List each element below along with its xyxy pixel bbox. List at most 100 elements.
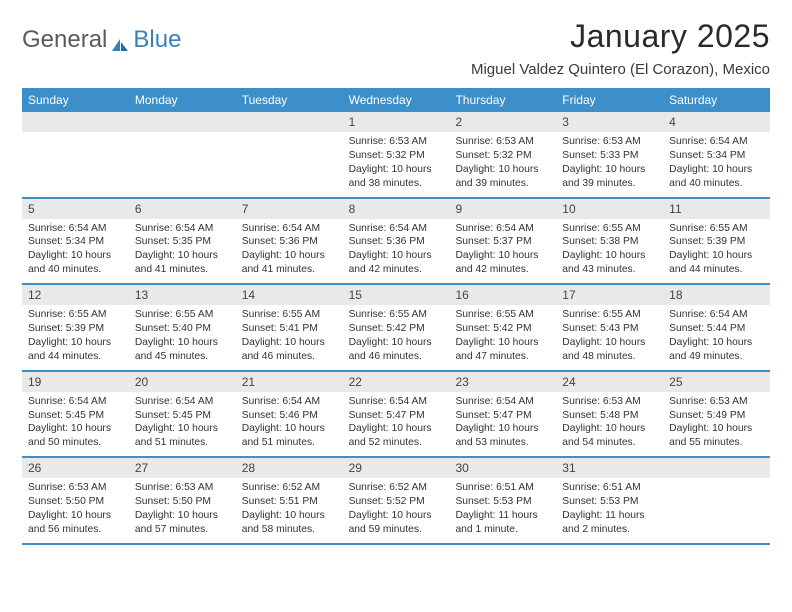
day-details: Sunrise: 6:54 AMSunset: 5:34 PMDaylight:… bbox=[22, 219, 129, 278]
sunrise-line: Sunrise: 6:54 AM bbox=[455, 395, 550, 409]
weekday-header-cell: Wednesday bbox=[343, 88, 450, 112]
day-details: Sunrise: 6:54 AMSunset: 5:36 PMDaylight:… bbox=[236, 219, 343, 278]
daylight-line: Daylight: 10 hours and 51 minutes. bbox=[135, 422, 230, 450]
sunset-line: Sunset: 5:47 PM bbox=[455, 409, 550, 423]
sunset-line: Sunset: 5:51 PM bbox=[242, 495, 337, 509]
sunrise-line: Sunrise: 6:54 AM bbox=[349, 395, 444, 409]
brand-part1: General bbox=[22, 26, 107, 54]
day-cell: 9Sunrise: 6:54 AMSunset: 5:37 PMDaylight… bbox=[449, 199, 556, 286]
day-cell: 2Sunrise: 6:53 AMSunset: 5:32 PMDaylight… bbox=[449, 112, 556, 199]
daylight-line: Daylight: 10 hours and 41 minutes. bbox=[242, 249, 337, 277]
daylight-line: Daylight: 10 hours and 45 minutes. bbox=[135, 336, 230, 364]
day-number: 19 bbox=[22, 372, 129, 392]
day-details: Sunrise: 6:54 AMSunset: 5:45 PMDaylight:… bbox=[129, 392, 236, 451]
day-cell: 5Sunrise: 6:54 AMSunset: 5:34 PMDaylight… bbox=[22, 199, 129, 286]
day-cell: 29Sunrise: 6:52 AMSunset: 5:52 PMDayligh… bbox=[343, 458, 450, 545]
daylight-line: Daylight: 10 hours and 48 minutes. bbox=[562, 336, 657, 364]
day-number bbox=[663, 458, 770, 478]
day-details: Sunrise: 6:54 AMSunset: 5:37 PMDaylight:… bbox=[449, 219, 556, 278]
sunset-line: Sunset: 5:41 PM bbox=[242, 322, 337, 336]
sunrise-line: Sunrise: 6:55 AM bbox=[669, 222, 764, 236]
day-cell: 6Sunrise: 6:54 AMSunset: 5:35 PMDaylight… bbox=[129, 199, 236, 286]
day-cell-empty bbox=[129, 112, 236, 199]
header: GeneralBlue January 2025 Miguel Valdez Q… bbox=[22, 18, 770, 86]
day-details: Sunrise: 6:52 AMSunset: 5:52 PMDaylight:… bbox=[343, 478, 450, 537]
sunrise-line: Sunrise: 6:54 AM bbox=[28, 222, 123, 236]
weekday-header-cell: Sunday bbox=[22, 88, 129, 112]
day-details: Sunrise: 6:53 AMSunset: 5:50 PMDaylight:… bbox=[129, 478, 236, 537]
sunset-line: Sunset: 5:32 PM bbox=[349, 149, 444, 163]
daylight-line: Daylight: 10 hours and 58 minutes. bbox=[242, 509, 337, 537]
day-cell: 26Sunrise: 6:53 AMSunset: 5:50 PMDayligh… bbox=[22, 458, 129, 545]
daylight-line: Daylight: 10 hours and 49 minutes. bbox=[669, 336, 764, 364]
sunrise-line: Sunrise: 6:53 AM bbox=[349, 135, 444, 149]
day-details: Sunrise: 6:55 AMSunset: 5:40 PMDaylight:… bbox=[129, 305, 236, 364]
day-details: Sunrise: 6:53 AMSunset: 5:50 PMDaylight:… bbox=[22, 478, 129, 537]
sunset-line: Sunset: 5:38 PM bbox=[562, 235, 657, 249]
daylight-line: Daylight: 10 hours and 55 minutes. bbox=[669, 422, 764, 450]
day-number: 5 bbox=[22, 199, 129, 219]
day-details: Sunrise: 6:54 AMSunset: 5:46 PMDaylight:… bbox=[236, 392, 343, 451]
day-number: 21 bbox=[236, 372, 343, 392]
day-cell: 24Sunrise: 6:53 AMSunset: 5:48 PMDayligh… bbox=[556, 372, 663, 459]
day-details: Sunrise: 6:53 AMSunset: 5:48 PMDaylight:… bbox=[556, 392, 663, 451]
day-number bbox=[129, 112, 236, 132]
day-details: Sunrise: 6:54 AMSunset: 5:47 PMDaylight:… bbox=[449, 392, 556, 451]
sunset-line: Sunset: 5:33 PM bbox=[562, 149, 657, 163]
sunrise-line: Sunrise: 6:55 AM bbox=[135, 308, 230, 322]
day-cell: 4Sunrise: 6:54 AMSunset: 5:34 PMDaylight… bbox=[663, 112, 770, 199]
day-number: 24 bbox=[556, 372, 663, 392]
daylight-line: Daylight: 11 hours and 2 minutes. bbox=[562, 509, 657, 537]
sunset-line: Sunset: 5:49 PM bbox=[669, 409, 764, 423]
day-number: 18 bbox=[663, 285, 770, 305]
day-details: Sunrise: 6:51 AMSunset: 5:53 PMDaylight:… bbox=[449, 478, 556, 537]
day-cell: 18Sunrise: 6:54 AMSunset: 5:44 PMDayligh… bbox=[663, 285, 770, 372]
day-number: 29 bbox=[343, 458, 450, 478]
week-row: 19Sunrise: 6:54 AMSunset: 5:45 PMDayligh… bbox=[22, 372, 770, 459]
day-number: 1 bbox=[343, 112, 450, 132]
sunset-line: Sunset: 5:50 PM bbox=[28, 495, 123, 509]
day-cell: 31 Sunrise: 6:51 AMSunset: 5:53 PMDayligh… bbox=[556, 458, 663, 545]
sunset-line: Sunset: 5:34 PM bbox=[28, 235, 123, 249]
day-details: Sunrise: 6:53 AMSunset: 5:32 PMDaylight:… bbox=[449, 132, 556, 191]
day-number: 16 bbox=[449, 285, 556, 305]
brand-part2: Blue bbox=[133, 26, 181, 54]
daylight-line: Daylight: 10 hours and 46 minutes. bbox=[242, 336, 337, 364]
daylight-line: Daylight: 10 hours and 56 minutes. bbox=[28, 509, 123, 537]
sunset-line: Sunset: 5:36 PM bbox=[242, 235, 337, 249]
sunset-line: Sunset: 5:39 PM bbox=[669, 235, 764, 249]
day-details: Sunrise: 6:55 AMSunset: 5:43 PMDaylight:… bbox=[556, 305, 663, 364]
weekday-header-row: SundayMondayTuesdayWednesdayThursdayFrid… bbox=[22, 88, 770, 112]
sunrise-line: Sunrise: 6:54 AM bbox=[28, 395, 123, 409]
day-cell: 11Sunrise: 6:55 AMSunset: 5:39 PMDayligh… bbox=[663, 199, 770, 286]
week-row: 26Sunrise: 6:53 AMSunset: 5:50 PMDayligh… bbox=[22, 458, 770, 545]
day-details: Sunrise: 6:55 AMSunset: 5:39 PMDaylight:… bbox=[22, 305, 129, 364]
sunrise-line: Sunrise: 6:55 AM bbox=[562, 222, 657, 236]
sunrise-line: Sunrise: 6:55 AM bbox=[562, 308, 657, 322]
sunrise-line: Sunrise: 6:53 AM bbox=[28, 481, 123, 495]
day-number: 23 bbox=[449, 372, 556, 392]
sunrise-line: Sunrise: 6:53 AM bbox=[562, 395, 657, 409]
day-number: 30 bbox=[449, 458, 556, 478]
sunset-line: Sunset: 5:52 PM bbox=[349, 495, 444, 509]
day-number: 31 bbox=[556, 458, 663, 478]
day-details: Sunrise: 6:54 AMSunset: 5:35 PMDaylight:… bbox=[129, 219, 236, 278]
day-cell: 21Sunrise: 6:54 AMSunset: 5:46 PMDayligh… bbox=[236, 372, 343, 459]
sunset-line: Sunset: 5:42 PM bbox=[349, 322, 444, 336]
day-number: 14 bbox=[236, 285, 343, 305]
daylight-line: Daylight: 10 hours and 44 minutes. bbox=[669, 249, 764, 277]
week-row: 12Sunrise: 6:55 AMSunset: 5:39 PMDayligh… bbox=[22, 285, 770, 372]
sunrise-line: Sunrise: 6:51 AM bbox=[562, 481, 657, 495]
daylight-line: Daylight: 10 hours and 40 minutes. bbox=[28, 249, 123, 277]
sunrise-line: Sunrise: 6:54 AM bbox=[135, 395, 230, 409]
sunset-line: Sunset: 5:39 PM bbox=[28, 322, 123, 336]
daylight-line: Daylight: 10 hours and 42 minutes. bbox=[349, 249, 444, 277]
sunrise-line: Sunrise: 6:54 AM bbox=[242, 395, 337, 409]
daylight-line: Daylight: 10 hours and 41 minutes. bbox=[135, 249, 230, 277]
day-cell: 8Sunrise: 6:54 AMSunset: 5:36 PMDaylight… bbox=[343, 199, 450, 286]
day-cell: 30Sunrise: 6:51 AMSunset: 5:53 PMDayligh… bbox=[449, 458, 556, 545]
day-cell: 20Sunrise: 6:54 AMSunset: 5:45 PMDayligh… bbox=[129, 372, 236, 459]
sunset-line: Sunset: 5:53 PM bbox=[562, 495, 657, 509]
day-details: Sunrise: 6:54 AMSunset: 5:47 PMDaylight:… bbox=[343, 392, 450, 451]
weekday-header-cell: Thursday bbox=[449, 88, 556, 112]
